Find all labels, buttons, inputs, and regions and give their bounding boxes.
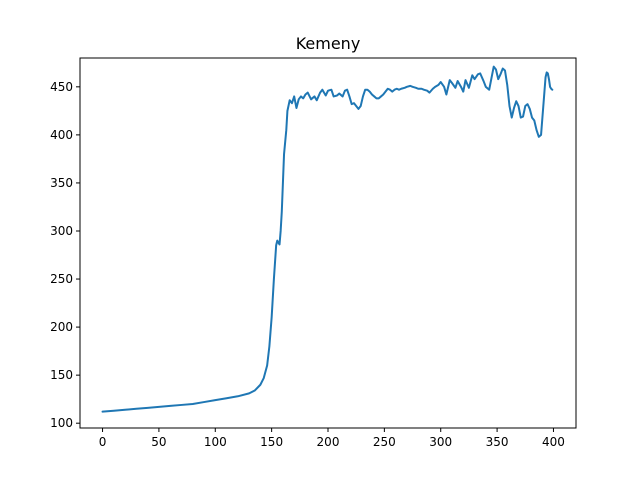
x-tick-label: 150 <box>260 435 283 449</box>
x-tick-label: 350 <box>486 435 509 449</box>
x-tick-label: 200 <box>317 435 340 449</box>
y-axis-ticks: 100 150 200 250 300 350 400 450 <box>50 80 80 430</box>
plot-frame <box>79 57 577 429</box>
y-tick-label: 100 <box>50 416 73 430</box>
x-tick-label: 0 <box>99 435 107 449</box>
series-line <box>101 65 554 413</box>
x-tick-label: 250 <box>373 435 396 449</box>
y-tick-label: 150 <box>50 368 73 382</box>
x-tick-label: 50 <box>151 435 166 449</box>
y-tick-label: 400 <box>50 128 73 142</box>
y-tick-label: 250 <box>50 272 73 286</box>
chart-title: Kemeny <box>296 34 361 53</box>
x-tick-label: 100 <box>204 435 227 449</box>
x-axis-ticks: 0 50 100 150 200 250 300 350 400 <box>99 428 565 449</box>
y-tick-label: 350 <box>50 176 73 190</box>
x-tick-label: 300 <box>429 435 452 449</box>
y-tick-label: 450 <box>50 80 73 94</box>
y-tick-label: 300 <box>50 224 73 238</box>
x-tick-label: 400 <box>542 435 565 449</box>
y-tick-label: 200 <box>50 320 73 334</box>
